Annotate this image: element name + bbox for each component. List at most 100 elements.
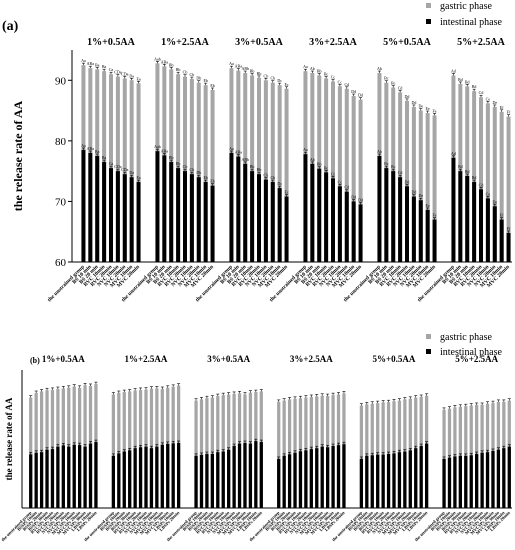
gastric-bar bbox=[405, 100, 409, 262]
intestinal-bar bbox=[384, 168, 389, 262]
intestinal-bar bbox=[149, 448, 154, 508]
intestinal-bar bbox=[128, 450, 132, 508]
intestinal-significance-letter: Ea bbox=[136, 175, 140, 180]
gastric-bar bbox=[411, 106, 416, 263]
intestinal-significance-letter: Dd bbox=[405, 179, 410, 184]
intestinal-bar bbox=[344, 191, 349, 262]
intestinal-bar bbox=[254, 441, 258, 508]
gastric-significance-letter: Aa bbox=[303, 64, 308, 69]
intestinal-significance-letter: Ef bbox=[500, 213, 504, 218]
intestinal-bar bbox=[194, 455, 198, 508]
intestinal-significance-letter: Cb bbox=[264, 173, 269, 178]
intestinal-bar bbox=[331, 178, 335, 262]
intestinal-significance-letter: Aa bbox=[81, 143, 86, 148]
gastric-significance-letter: Aab bbox=[154, 56, 161, 61]
intestinal-bar bbox=[370, 455, 374, 508]
intestinal-bar bbox=[424, 443, 429, 508]
gastric-bar bbox=[277, 85, 282, 262]
intestinal-bar bbox=[115, 171, 120, 262]
gastric-significance-letter: De bbox=[492, 100, 497, 105]
group-title: 1%+2.5AA bbox=[161, 37, 209, 48]
intestinal-bar bbox=[331, 446, 335, 508]
y-axis-label: the release rate of AA bbox=[4, 397, 14, 480]
intestinal-significance-letter: Ec bbox=[284, 190, 288, 195]
intestinal-bar bbox=[411, 196, 416, 262]
gastric-bar bbox=[492, 106, 497, 263]
gastric-bar bbox=[432, 115, 437, 262]
intestinal-bar bbox=[162, 155, 167, 262]
intestinal-significance-letter: Ba bbox=[95, 149, 100, 154]
gastric-significance-letter: Cd bbox=[479, 90, 484, 95]
intestinal-bar bbox=[243, 163, 248, 262]
intestinal-bar bbox=[67, 446, 71, 508]
gastric-significance-letter: Cc bbox=[331, 74, 336, 79]
intestinal-bar bbox=[155, 446, 159, 508]
intestinal-bar bbox=[465, 175, 470, 262]
intestinal-significance-letter: Dd bbox=[411, 190, 416, 195]
gastric-significance-letter: Ab bbox=[377, 66, 382, 71]
intestinal-bar bbox=[138, 447, 143, 508]
gastric-significance-letter: ABa bbox=[235, 64, 243, 69]
intestinal-significance-letter: Ce bbox=[486, 191, 491, 196]
group-title: 1%+0.5AA bbox=[87, 37, 135, 48]
gastric-significance-letter: Cb bbox=[183, 70, 188, 75]
intestinal-significance-letter: Bb bbox=[257, 167, 262, 172]
gastric-bar bbox=[39, 391, 44, 508]
intestinal-bar bbox=[259, 442, 263, 508]
intestinal-significance-letter: Ba bbox=[102, 155, 107, 160]
gastric-significance-letter: Ca bbox=[109, 67, 114, 72]
intestinal-significance-letter: Eb bbox=[203, 175, 207, 180]
legend-b-intestinal-label: intestinal phase bbox=[440, 347, 502, 358]
intestinal-significance-letter: Da bbox=[129, 170, 134, 175]
intestinal-bar bbox=[359, 458, 364, 508]
gastric-significance-letter: Ba bbox=[102, 64, 107, 69]
intestinal-bar bbox=[237, 443, 242, 508]
gastric-significance-letter: Cd bbox=[398, 85, 403, 90]
intestinal-bar bbox=[250, 171, 255, 262]
gastric-bar bbox=[270, 82, 275, 262]
intestinal-bar bbox=[496, 449, 501, 508]
intestinal-bar bbox=[391, 171, 396, 262]
intestinal-bar bbox=[229, 152, 234, 262]
intestinal-bar bbox=[205, 454, 209, 508]
intestinal-bar bbox=[270, 182, 275, 262]
gastric-bar bbox=[331, 81, 335, 262]
intestinal-bar bbox=[227, 449, 231, 508]
intestinal-bar bbox=[317, 168, 322, 262]
intestinal-bar bbox=[381, 454, 385, 508]
gastric-significance-letter: Dd bbox=[358, 93, 363, 98]
gastric-bar bbox=[196, 82, 201, 262]
intestinal-significance-letter: Fe bbox=[433, 213, 437, 218]
intestinal-bar bbox=[61, 445, 65, 508]
gastric-bar bbox=[263, 80, 268, 263]
intestinal-significance-letter: Ca bbox=[109, 161, 114, 166]
intestinal-bar bbox=[320, 446, 324, 508]
intestinal-significance-letter: Cb bbox=[190, 167, 195, 172]
intestinal-bar bbox=[458, 455, 462, 508]
intestinal-bar bbox=[342, 444, 346, 508]
legend-b-intestinal-swatch bbox=[426, 349, 431, 354]
intestinal-bar bbox=[81, 149, 86, 262]
intestinal-significance-letter: Bb bbox=[317, 162, 322, 167]
intestinal-bar bbox=[78, 445, 82, 508]
intestinal-significance-letter: Cd bbox=[479, 182, 484, 187]
gastric-bar bbox=[284, 88, 289, 262]
legend-a: gastric phase intestinal phase bbox=[426, 1, 502, 28]
gastric-significance-letter: Bb bbox=[257, 71, 262, 76]
gastric-significance-letter: Ab bbox=[310, 66, 315, 71]
gastric-significance-letter: Da bbox=[129, 73, 134, 78]
intestinal-bar bbox=[419, 446, 423, 508]
intestinal-bar bbox=[95, 156, 100, 262]
gastric-significance-letter: Ba bbox=[95, 62, 100, 67]
intestinal-significance-letter: Cd bbox=[344, 185, 349, 190]
intestinal-significance-letter: Eb bbox=[210, 179, 214, 184]
intestinal-bar bbox=[304, 450, 308, 508]
gastric-bar bbox=[250, 75, 255, 262]
intestinal-bar bbox=[34, 452, 38, 508]
gastric-significance-letter: Db bbox=[196, 76, 201, 81]
gastric-significance-letter: Ea bbox=[136, 76, 140, 81]
intestinal-bar bbox=[72, 444, 76, 508]
y-tick-label: 80 bbox=[55, 136, 67, 148]
